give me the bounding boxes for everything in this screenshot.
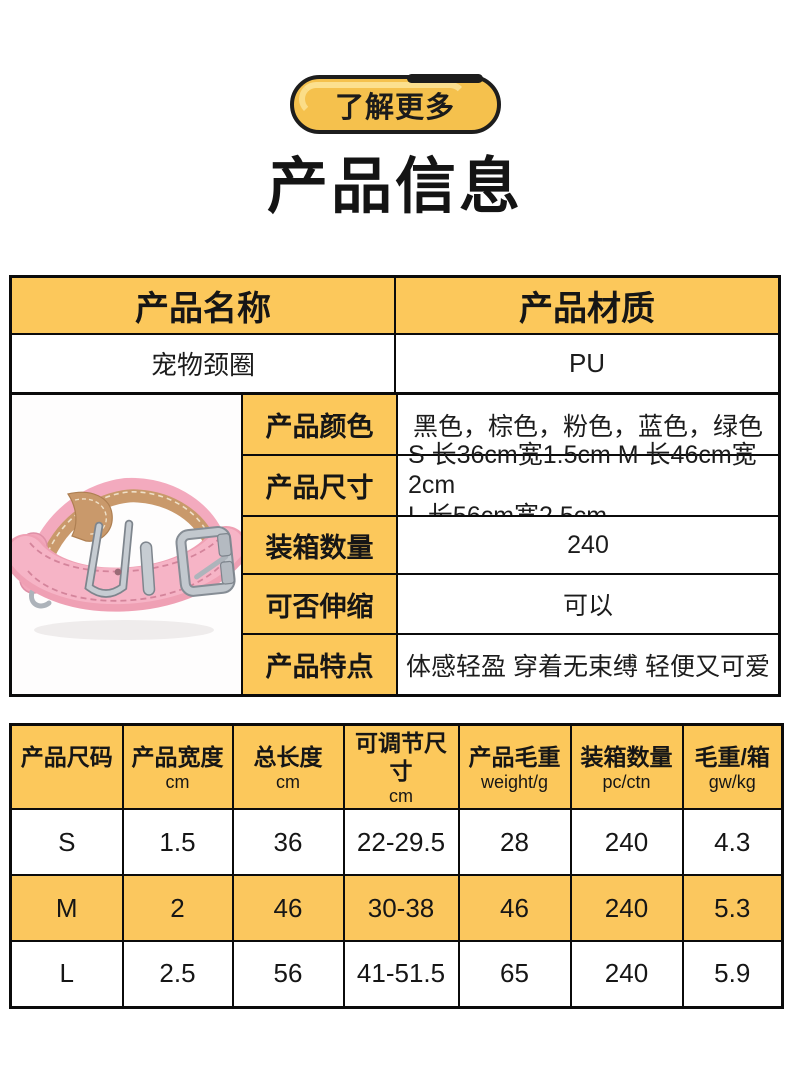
detail-label-color: 产品颜色	[241, 395, 396, 455]
cell-size-s: S	[9, 808, 124, 877]
cell-weight-m: 46	[457, 874, 572, 943]
detail-value-packing-qty: 240	[396, 515, 778, 574]
badge-row: 了解更多	[0, 0, 790, 134]
detail-value-color: 黑色，棕色，粉色，蓝色，绿色	[396, 395, 778, 455]
header-weight-per-carton: 毛重/箱 gw/kg	[681, 723, 784, 811]
product-material-value: PU	[394, 332, 781, 395]
learn-more-label: 了解更多	[334, 91, 455, 124]
header-product-material: 产品材质	[394, 275, 781, 335]
size-line-1: S 长36cm宽1.5cm M 长46cm宽2cm	[408, 440, 757, 500]
cell-qty-l: 240	[569, 940, 684, 1009]
product-image	[12, 395, 241, 695]
table-header-row: 产品名称 产品材质	[9, 275, 781, 335]
cell-qty-s: 240	[569, 808, 684, 877]
cell-adjust-m: 30-38	[342, 874, 460, 943]
size-chart-table: 产品尺码 产品宽度 cm 总长度 cm 可调节尺寸 cm 产品毛重 weight…	[9, 723, 784, 1009]
cell-length-m: 46	[231, 874, 345, 943]
cell-gw-s: 4.3	[681, 808, 784, 877]
cell-width-m: 2	[121, 874, 234, 943]
detail-value-size: S 长36cm宽1.5cm M 长46cm宽2cm L 长56cm宽2.5cm	[396, 441, 778, 530]
product-detail-table: 产品颜色 黑色，棕色，粉色，蓝色，绿色 产品尺寸 S 长36cm宽1.5cm M…	[9, 395, 781, 698]
detail-label-features: 产品特点	[241, 633, 396, 695]
cell-qty-m: 240	[569, 874, 684, 943]
header-width: 产品宽度 cm	[121, 723, 234, 811]
detail-label-packing-qty: 装箱数量	[241, 515, 396, 574]
detail-label-stretchable: 可否伸缩	[241, 573, 396, 634]
badge-top-notch	[406, 74, 483, 83]
header-product-name: 产品名称	[9, 275, 396, 335]
size-chart-header-row: 产品尺码 产品宽度 cm 总长度 cm 可调节尺寸 cm 产品毛重 weight…	[9, 723, 784, 811]
page-title: 产品信息	[266, 152, 523, 220]
size-row-s: S 1.5 36 22-29.5 28 240 4.3	[9, 808, 784, 877]
cell-width-l: 2.5	[121, 940, 234, 1009]
table-row: 宠物颈圈 PU	[9, 332, 781, 395]
size-row-l: L 2.5 56 41-51.5 65 240 5.9	[9, 940, 784, 1009]
detail-value-features: 体感轻盈 穿着无束缚 轻便又可爱	[396, 633, 778, 695]
cell-size-m: M	[9, 874, 124, 943]
learn-more-badge: 了解更多	[289, 74, 501, 134]
size-row-m: M 2 46 30-38 46 240 5.3	[9, 874, 784, 943]
header-adjustable-size: 可调节尺寸 cm	[342, 723, 460, 811]
cell-width-s: 1.5	[121, 808, 234, 877]
pink-collar-illustration	[12, 477, 241, 641]
detail-label-size: 产品尺寸	[241, 454, 396, 516]
header-gross-weight: 产品毛重 weight/g	[457, 723, 572, 811]
cell-weight-s: 28	[457, 808, 572, 877]
cell-length-s: 36	[231, 808, 345, 877]
cell-gw-l: 5.9	[681, 940, 784, 1009]
header-size-code: 产品尺码	[9, 723, 124, 811]
cell-size-l: L	[9, 940, 124, 1009]
header-packing-qty: 装箱数量 pc/ctn	[569, 723, 684, 811]
cell-adjust-l: 41-51.5	[342, 940, 460, 1009]
header-total-length: 总长度 cm	[231, 723, 345, 811]
product-name-value: 宠物颈圈	[9, 332, 396, 395]
name-material-table: 产品名称 产品材质 宠物颈圈 PU	[9, 275, 781, 396]
cell-gw-m: 5.3	[681, 874, 784, 943]
cell-weight-l: 65	[457, 940, 572, 1009]
detail-value-stretchable: 可以	[396, 573, 778, 634]
cell-adjust-s: 22-29.5	[342, 808, 460, 877]
cell-length-l: 56	[231, 940, 345, 1009]
